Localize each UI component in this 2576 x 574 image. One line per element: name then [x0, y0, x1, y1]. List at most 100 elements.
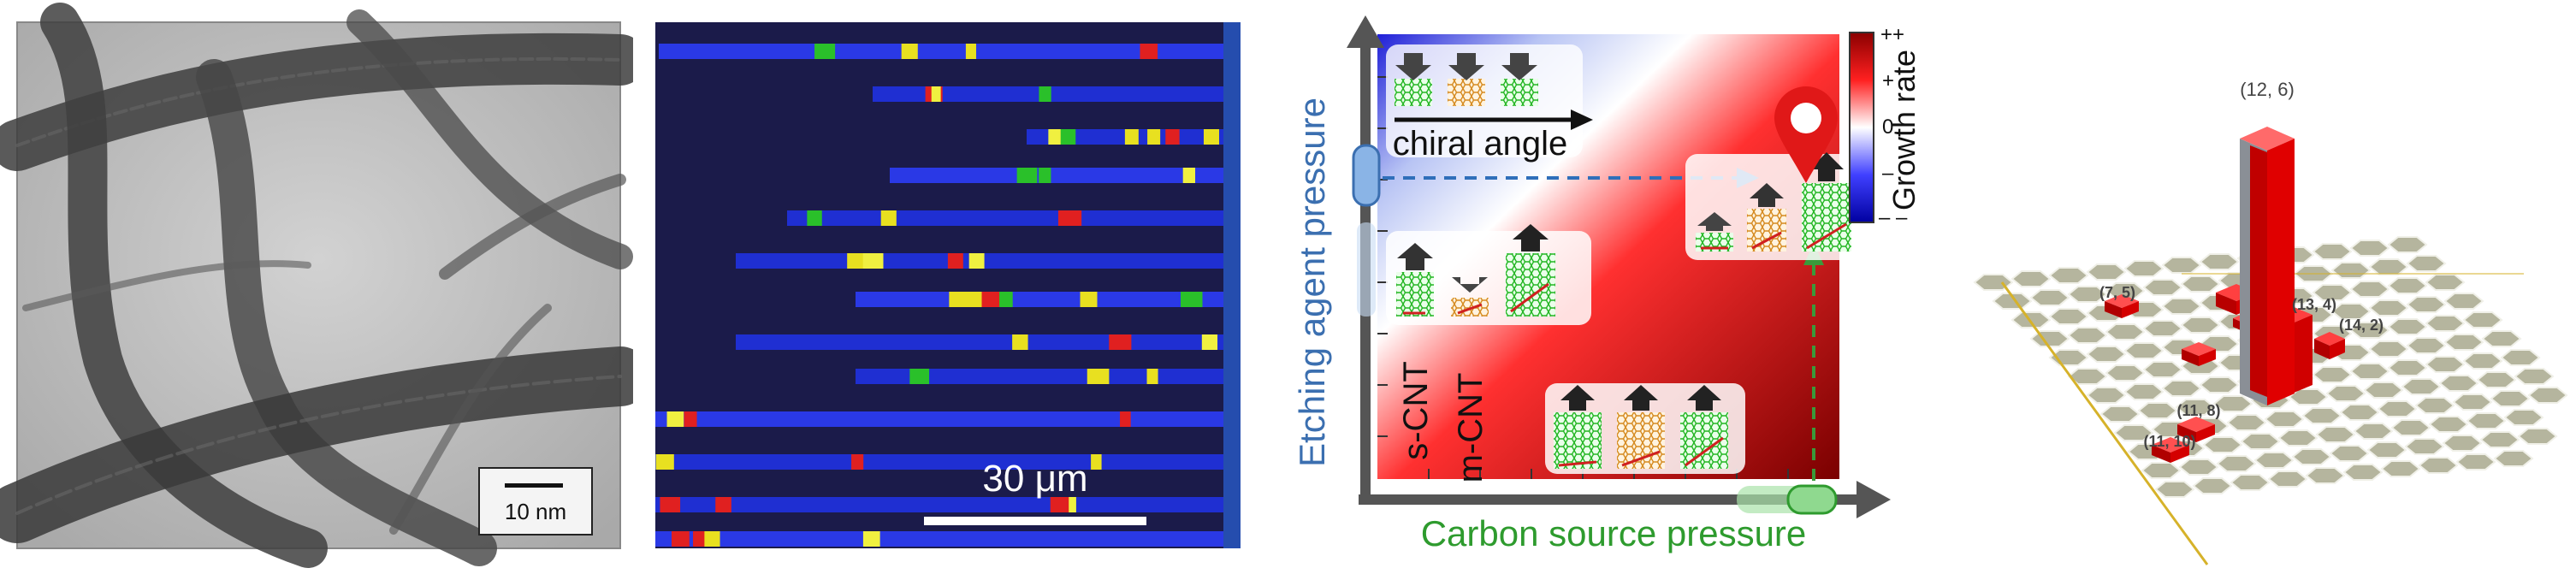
- chirality-hex: [2199, 253, 2240, 270]
- bar-small-a: [2105, 294, 2139, 318]
- chirality-hex: [2277, 429, 2318, 447]
- chirality-hex: [2490, 390, 2531, 407]
- growth-diagram-panel: Etching agent pressure Carbon source pre…: [1258, 0, 1925, 574]
- chirality-hex: [2342, 464, 2384, 481]
- chirality-hex: [2010, 270, 2052, 287]
- raman-spot: [1201, 334, 1218, 350]
- raman-map-panel: 30 μm: [633, 0, 1258, 574]
- chirality-hex: [2387, 359, 2428, 376]
- raman-spot: [947, 253, 963, 269]
- chirality-hex: [2377, 400, 2418, 417]
- chirality-hex: [2199, 376, 2240, 394]
- raman-spot: [1109, 334, 1132, 350]
- raman-spot: [1012, 334, 1028, 350]
- tem-scalebar-box: [478, 467, 593, 536]
- raman-spot: [1203, 129, 1220, 145]
- chirality-hex: [2481, 330, 2522, 347]
- s-cnt-label: s-CNT: [1397, 361, 1435, 460]
- chirality-hex: [2048, 267, 2089, 284]
- chirality-hex: [2123, 342, 2164, 359]
- chirality-hex: [2029, 330, 2070, 347]
- raman-spot: [862, 531, 880, 547]
- chirality-hex: [2425, 274, 2466, 291]
- chirality-hex: [2466, 412, 2507, 429]
- chirality-hex: [2418, 457, 2459, 474]
- low-carbon-high-etch-group: [1386, 224, 1591, 325]
- high-carbon-low-etch-group: [1545, 383, 1745, 474]
- raman-line: [659, 44, 1223, 59]
- tem-scalebar-label: 10 nm: [505, 499, 566, 524]
- chirality-hex: [2514, 368, 2555, 385]
- chirality-hex: [2517, 428, 2558, 445]
- chirality-hex: [2048, 308, 2089, 325]
- raman-line: [736, 334, 1223, 350]
- chirality-histogram: (12, 6) (7, 5) (13, 4) (14, 2) (11, 8) (…: [1973, 79, 2568, 565]
- raman-spot: [949, 292, 973, 307]
- raman-spot: [968, 253, 985, 269]
- raman-line: [890, 168, 1223, 183]
- map-pin-icon: [1774, 86, 1838, 183]
- chirality-hex: [2325, 385, 2366, 402]
- etching-pressure-slider: [1352, 144, 1381, 317]
- chirality-hex: [2329, 445, 2370, 462]
- raman-line: [856, 292, 1223, 307]
- chirality-hex: [2443, 334, 2484, 351]
- chirality-hex: [2067, 327, 2108, 344]
- raman-spot: [660, 497, 681, 512]
- chirality-hex: [2330, 303, 2372, 320]
- chirality-hex: [2390, 419, 2431, 436]
- chirality-hex: [2180, 317, 2221, 334]
- raman-spot: [1080, 292, 1098, 307]
- raman-spot: [1087, 369, 1110, 384]
- chirality-hex: [2363, 382, 2404, 399]
- chirality-hex: [2406, 296, 2447, 313]
- chirality-hex: [2443, 293, 2484, 310]
- raman-spot: [1140, 44, 1158, 59]
- colorbar-title: Growth rate: [1886, 50, 1922, 210]
- chirality-hex: [2123, 260, 2164, 277]
- raman-spot: [807, 210, 822, 226]
- chirality-hex: [2462, 311, 2503, 328]
- raman-spot: [666, 411, 684, 427]
- bar-small-b: [2182, 342, 2216, 366]
- chirality-hex: [2315, 426, 2356, 443]
- chirality-hex: [2349, 240, 2390, 257]
- chiral-angle-group: chiral angle: [1386, 44, 1593, 163]
- raman-spot: [968, 292, 984, 307]
- armchair-line: [2000, 281, 2209, 565]
- chirality-hex: [2067, 368, 2108, 385]
- chirality-hex: [2425, 356, 2466, 373]
- chirality-hex: [2305, 467, 2346, 484]
- raman-spot: [862, 253, 884, 269]
- chirality-hex: [2161, 257, 2202, 274]
- chirality-map-grid: [1973, 236, 2568, 498]
- chirality-hex: [2404, 438, 2445, 455]
- raman-line: [787, 210, 1223, 226]
- chirality-hex: [2500, 349, 2541, 366]
- chirality-hex: [2353, 423, 2394, 440]
- chirality-hex: [2240, 433, 2281, 450]
- raman-scalebar: [924, 517, 1146, 525]
- raman-spot: [715, 497, 731, 512]
- chirality-hex: [2202, 436, 2243, 453]
- chirality-hex: [2387, 277, 2428, 294]
- chirality-hex: [2455, 453, 2496, 470]
- colorbar-tick-max: ++: [1880, 23, 1904, 46]
- label-14-2: (14, 2): [2339, 317, 2384, 334]
- chirality-hex: [2438, 375, 2479, 392]
- tem-image-panel: 10 nm: [0, 0, 633, 574]
- raman-line: [655, 411, 1223, 427]
- bar-14-2: [2314, 332, 2345, 359]
- chirality-hex: [2113, 424, 2154, 441]
- chirality-hex: [2180, 275, 2221, 293]
- chirality-hex: [2105, 364, 2146, 382]
- chiral-angle-label: chiral angle: [1393, 125, 1568, 163]
- bar-11-8: [2177, 417, 2215, 442]
- chirality-hex: [2154, 481, 2195, 498]
- chirality-hex: [2442, 435, 2483, 452]
- chirality-hex: [2380, 460, 2421, 477]
- raman-line: [856, 369, 1223, 384]
- label-12-6: (12, 6): [2240, 79, 2295, 100]
- raman-nanotube-lines: [655, 44, 1223, 547]
- raman-spot: [1181, 292, 1203, 307]
